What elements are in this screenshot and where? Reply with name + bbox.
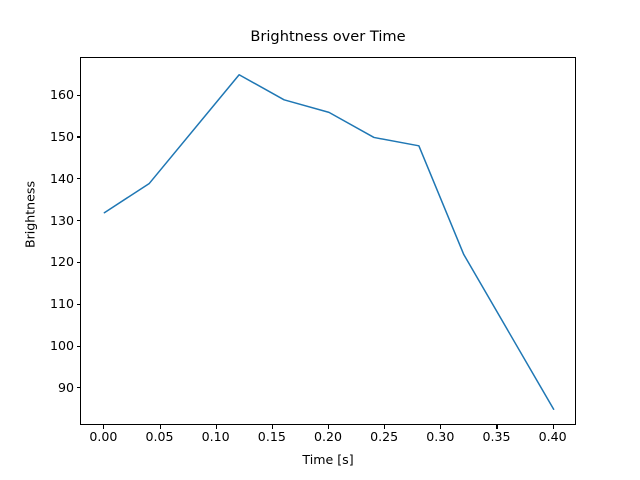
x-tick-label: 0.10: [201, 429, 230, 444]
x-tick-mark: [552, 425, 554, 429]
x-tick-label: 0.40: [538, 429, 567, 444]
x-tick-mark: [103, 425, 105, 429]
y-tick-label: 150: [49, 128, 74, 144]
x-tick-label: 0.00: [89, 429, 118, 444]
chart-title: Brightness over Time: [250, 28, 406, 45]
y-tick-mark: [76, 220, 80, 222]
y-axis-tick-labels: 90 100 110 120 130 140 150 160: [28, 57, 74, 425]
y-tick-mark: [76, 178, 80, 180]
y-tick-mark: [76, 303, 80, 305]
x-axis-label: Time [s]: [302, 452, 354, 467]
x-tick-mark: [384, 425, 386, 429]
y-tick-label: 160: [49, 87, 74, 103]
y-tick-label: 120: [49, 254, 74, 270]
x-tick-mark: [215, 425, 217, 429]
data-series-line: [103, 73, 555, 411]
x-tick-mark: [440, 425, 442, 429]
y-tick-mark: [76, 94, 80, 96]
x-tick-label: 0.30: [426, 429, 455, 444]
y-tick-label: 130: [49, 212, 74, 228]
y-tick-mark: [76, 136, 80, 138]
y-tick-label: 90: [57, 379, 74, 395]
x-tick-label: 0.20: [313, 429, 343, 444]
y-tick-label: 100: [49, 338, 74, 354]
x-tick-mark: [271, 425, 273, 429]
y-tick-mark: [76, 387, 80, 389]
y-tick-label: 110: [49, 296, 74, 312]
y-axis-label: Brightness: [22, 180, 38, 249]
y-tick-mark: [76, 345, 80, 347]
x-tick-mark: [328, 425, 330, 429]
x-tick-label: 0.15: [257, 429, 286, 444]
x-axis-tick-labels: 0.00 0.05 0.10 0.15 0.20 0.25 0.30 0.35 0.40: [80, 430, 576, 448]
x-tick-label: 0.35: [482, 429, 511, 444]
x-tick-mark: [159, 425, 161, 429]
x-tick-mark: [496, 425, 498, 429]
y-tick-label: 140: [49, 170, 74, 186]
y-tick-mark: [76, 261, 80, 263]
x-tick-label: 0.25: [370, 429, 399, 444]
x-tick-label: 0.05: [145, 429, 174, 444]
line-chart-svg: [103, 73, 555, 411]
plot-area: [80, 57, 576, 425]
